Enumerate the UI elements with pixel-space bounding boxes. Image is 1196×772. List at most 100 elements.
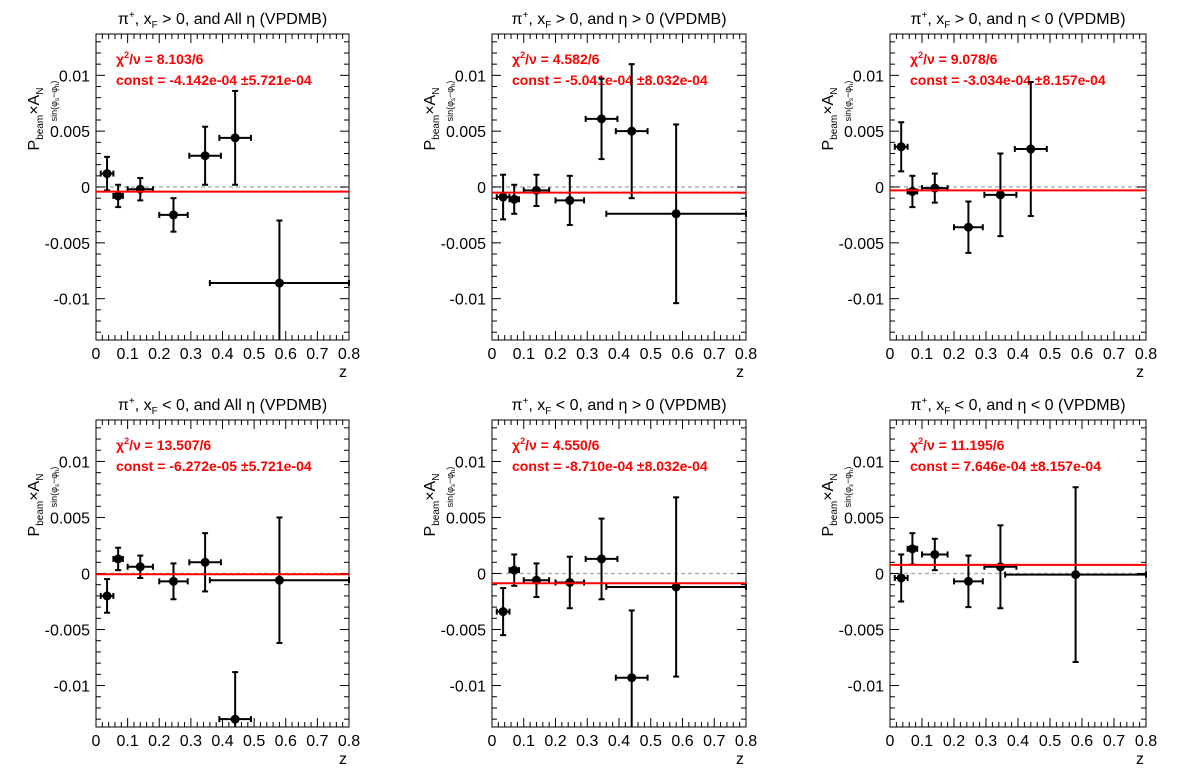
x-tick-label: 0.7 (1103, 733, 1125, 750)
panel-title: π+, xF > 0, and η > 0 (VPDMB) (511, 10, 726, 31)
x-tick-label: 0.7 (703, 346, 725, 363)
data-points (99, 89, 350, 340)
data-point (893, 121, 909, 173)
y-axis-label-superscript: sin(φs−φh) (445, 81, 457, 122)
data-marker (509, 565, 519, 575)
fit-const-text: const = -6.272e-05 ±5.721e-04 (116, 458, 312, 474)
panel-title: π+, xF < 0, and η > 0 (VPDMB) (511, 396, 726, 417)
x-tick-label: 0.6 (671, 733, 693, 750)
y-axis-label: Pbeam×AN (820, 88, 840, 151)
data-point (921, 172, 949, 204)
data-point (906, 174, 919, 209)
data-marker (995, 190, 1005, 200)
x-tick-label: 0.4 (1007, 346, 1029, 363)
x-tick-label: 0.2 (544, 733, 566, 750)
data-marker (597, 554, 607, 564)
chi2-value: 4.550/6 (553, 437, 600, 453)
data-point (495, 587, 511, 637)
data-point (953, 554, 984, 609)
data-marker (565, 195, 575, 205)
y-tick-label: -0.01 (54, 679, 91, 696)
x-tick-label: 0.7 (703, 733, 725, 750)
x-tick-label: 0.3 (576, 346, 598, 363)
data-marker (113, 191, 123, 201)
y-axis: -0.01 -0.005 0 0.005 0.01 (839, 427, 1146, 720)
data-points (893, 81, 1048, 254)
x-axis: 0 0.1 0.2 0.3 0.4 0.5 0.6 0.7 0.8 (886, 34, 1157, 363)
y-tick-label: 0.005 (446, 510, 486, 527)
data-marker (963, 576, 973, 586)
x-tick-label: 0.6 (1071, 733, 1093, 750)
x-tick-label: 0.3 (975, 346, 997, 363)
x-axis: 0 0.1 0.2 0.3 0.4 0.5 0.6 0.7 0.8 (92, 34, 360, 363)
x-tick-label: 0.2 (544, 346, 566, 363)
data-marker (498, 607, 508, 617)
x-tick-label: 0.8 (1135, 346, 1157, 363)
x-tick-label: 0.6 (275, 346, 297, 363)
data-marker (671, 209, 681, 219)
data-marker (274, 575, 284, 585)
data-marker (200, 151, 210, 161)
x-tick-label: 0 (488, 733, 497, 750)
y-tick-label: -0.005 (839, 236, 884, 253)
y-axis-label-superscript: sin(φs−φh) (49, 467, 61, 508)
panel-4: π+, xF < 0, and All η (VPDMB)0 0.1 0.2 0.3 0… (26, 396, 360, 768)
x-tick-label: 0.1 (513, 346, 535, 363)
data-marker (597, 114, 607, 124)
x-tick-label: 0.1 (117, 733, 139, 750)
data-marker (135, 562, 145, 572)
y-axis-label-superscript: sin(φs−φh) (445, 467, 457, 508)
x-axis-label: z (736, 364, 744, 381)
panel-2: π+, xF > 0, and η > 0 (VPDMB) 0 0.1 0.2 0.3 0… (422, 10, 757, 381)
data-point (1013, 81, 1048, 218)
y-axis: -0.01 -0.005 0 0.005 0.01 (441, 427, 746, 720)
data-point (112, 183, 124, 209)
y-axis-label: Pbeam×AN (422, 88, 442, 151)
y-tick-label: 0.01 (455, 454, 486, 471)
data-point (99, 578, 115, 614)
x-tick-label: 0.4 (608, 733, 630, 750)
x-tick-label: 0.5 (1039, 346, 1061, 363)
data-marker (230, 133, 240, 143)
x-tick-label: 0 (488, 346, 497, 363)
x-tick-label: 0.6 (671, 346, 693, 363)
data-point (188, 125, 222, 186)
y-tick-label: 0 (477, 567, 486, 584)
data-marker (102, 169, 112, 179)
x-axis: 0 0.1 0.2 0.3 0.4 0.5 0.6 0.7 0.8 (488, 34, 757, 363)
x-tick-label: 0.3 (180, 346, 202, 363)
chi2-text: χ2/ν = 8.103/6 (116, 50, 204, 67)
data-marker (995, 562, 1005, 572)
y-tick-label: -0.01 (450, 679, 487, 696)
y-tick-label: -0.005 (839, 623, 884, 640)
x-tick-label: 0.2 (943, 346, 965, 363)
data-point (522, 562, 551, 599)
panel-title: π+, xF > 0, and All η (VPDMB) (118, 10, 327, 31)
data-point (584, 77, 619, 161)
x-tick-label: 0.4 (211, 733, 233, 750)
x-axis: 0 0.1 0.2 0.3 0.4 0.5 0.6 0.7 0.8 (488, 420, 757, 750)
x-tick-label: 0.8 (338, 346, 360, 363)
chi2-text: χ2/ν = 4.582/6 (512, 50, 600, 67)
data-point (522, 173, 551, 207)
x-tick-label: 0.2 (148, 733, 170, 750)
data-point (508, 553, 520, 587)
x-tick-label: 0.8 (735, 346, 757, 363)
y-tick-label: 0.005 (844, 510, 884, 527)
data-point (99, 155, 115, 192)
data-marker (896, 142, 906, 152)
y-axis: -0.01 -0.005 0 0.005 0.01 (45, 427, 349, 720)
data-marker (200, 557, 210, 567)
data-point (614, 63, 649, 200)
x-tick-label: 0.8 (1135, 733, 1157, 750)
x-tick-label: 0.4 (1007, 733, 1029, 750)
x-tick-label: 0.5 (243, 733, 265, 750)
data-marker (1071, 570, 1081, 580)
x-tick-label: 0.3 (975, 733, 997, 750)
y-tick-label: -0.01 (848, 292, 885, 309)
x-tick-label: 0.1 (911, 346, 933, 363)
x-tick-label: 0.6 (1071, 346, 1093, 363)
chi2-value: 4.582/6 (553, 51, 600, 67)
x-axis-label: z (1136, 751, 1144, 768)
fit-const-text: const = -8.710e-04 ±8.032e-04 (512, 458, 708, 474)
